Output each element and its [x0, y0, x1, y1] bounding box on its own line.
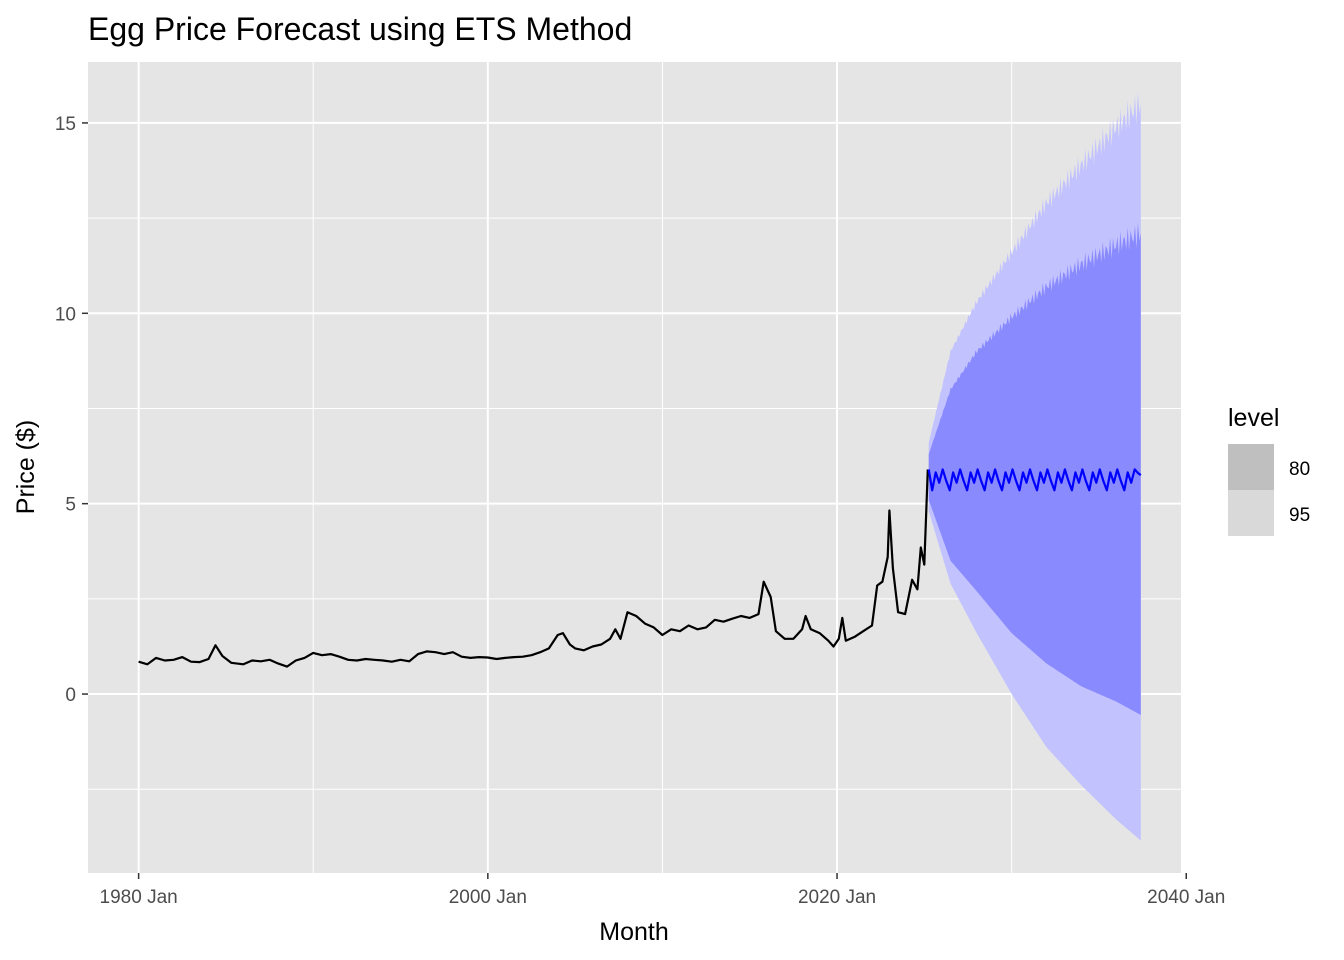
band-80	[928, 223, 1141, 715]
legend-key-80	[1228, 444, 1274, 490]
prediction-intervals	[928, 91, 1141, 841]
y-axis: 0 5 10 15	[55, 114, 88, 706]
x-axis: 1980 Jan 2000 Jan 2020 Jan 2040 Jan	[100, 873, 1225, 908]
y-tick-label: 0	[65, 685, 76, 706]
chart-title: Egg Price Forecast using ETS Method	[88, 11, 632, 47]
legend-label-95: 95	[1289, 505, 1310, 526]
y-axis-title: Price ($)	[12, 420, 40, 514]
legend: level 80 95	[1228, 404, 1310, 536]
legend-label-80: 80	[1289, 459, 1310, 480]
x-axis-title: Month	[599, 918, 668, 946]
history-line	[138, 469, 929, 668]
y-tick-label: 5	[65, 495, 76, 516]
x-tick-label: 2000 Jan	[449, 887, 527, 908]
series-lines	[138, 468, 1142, 668]
y-tick-label: 10	[55, 304, 76, 325]
x-tick-label: 1980 Jan	[100, 887, 178, 908]
forecast-line	[927, 468, 1142, 492]
y-tick-label: 15	[55, 114, 76, 135]
major-gridlines	[88, 62, 1188, 873]
x-tick-label: 2020 Jan	[798, 887, 876, 908]
legend-title: level	[1228, 404, 1279, 432]
x-tick-label: 2040 Jan	[1147, 887, 1225, 908]
legend-key-95	[1228, 490, 1274, 536]
